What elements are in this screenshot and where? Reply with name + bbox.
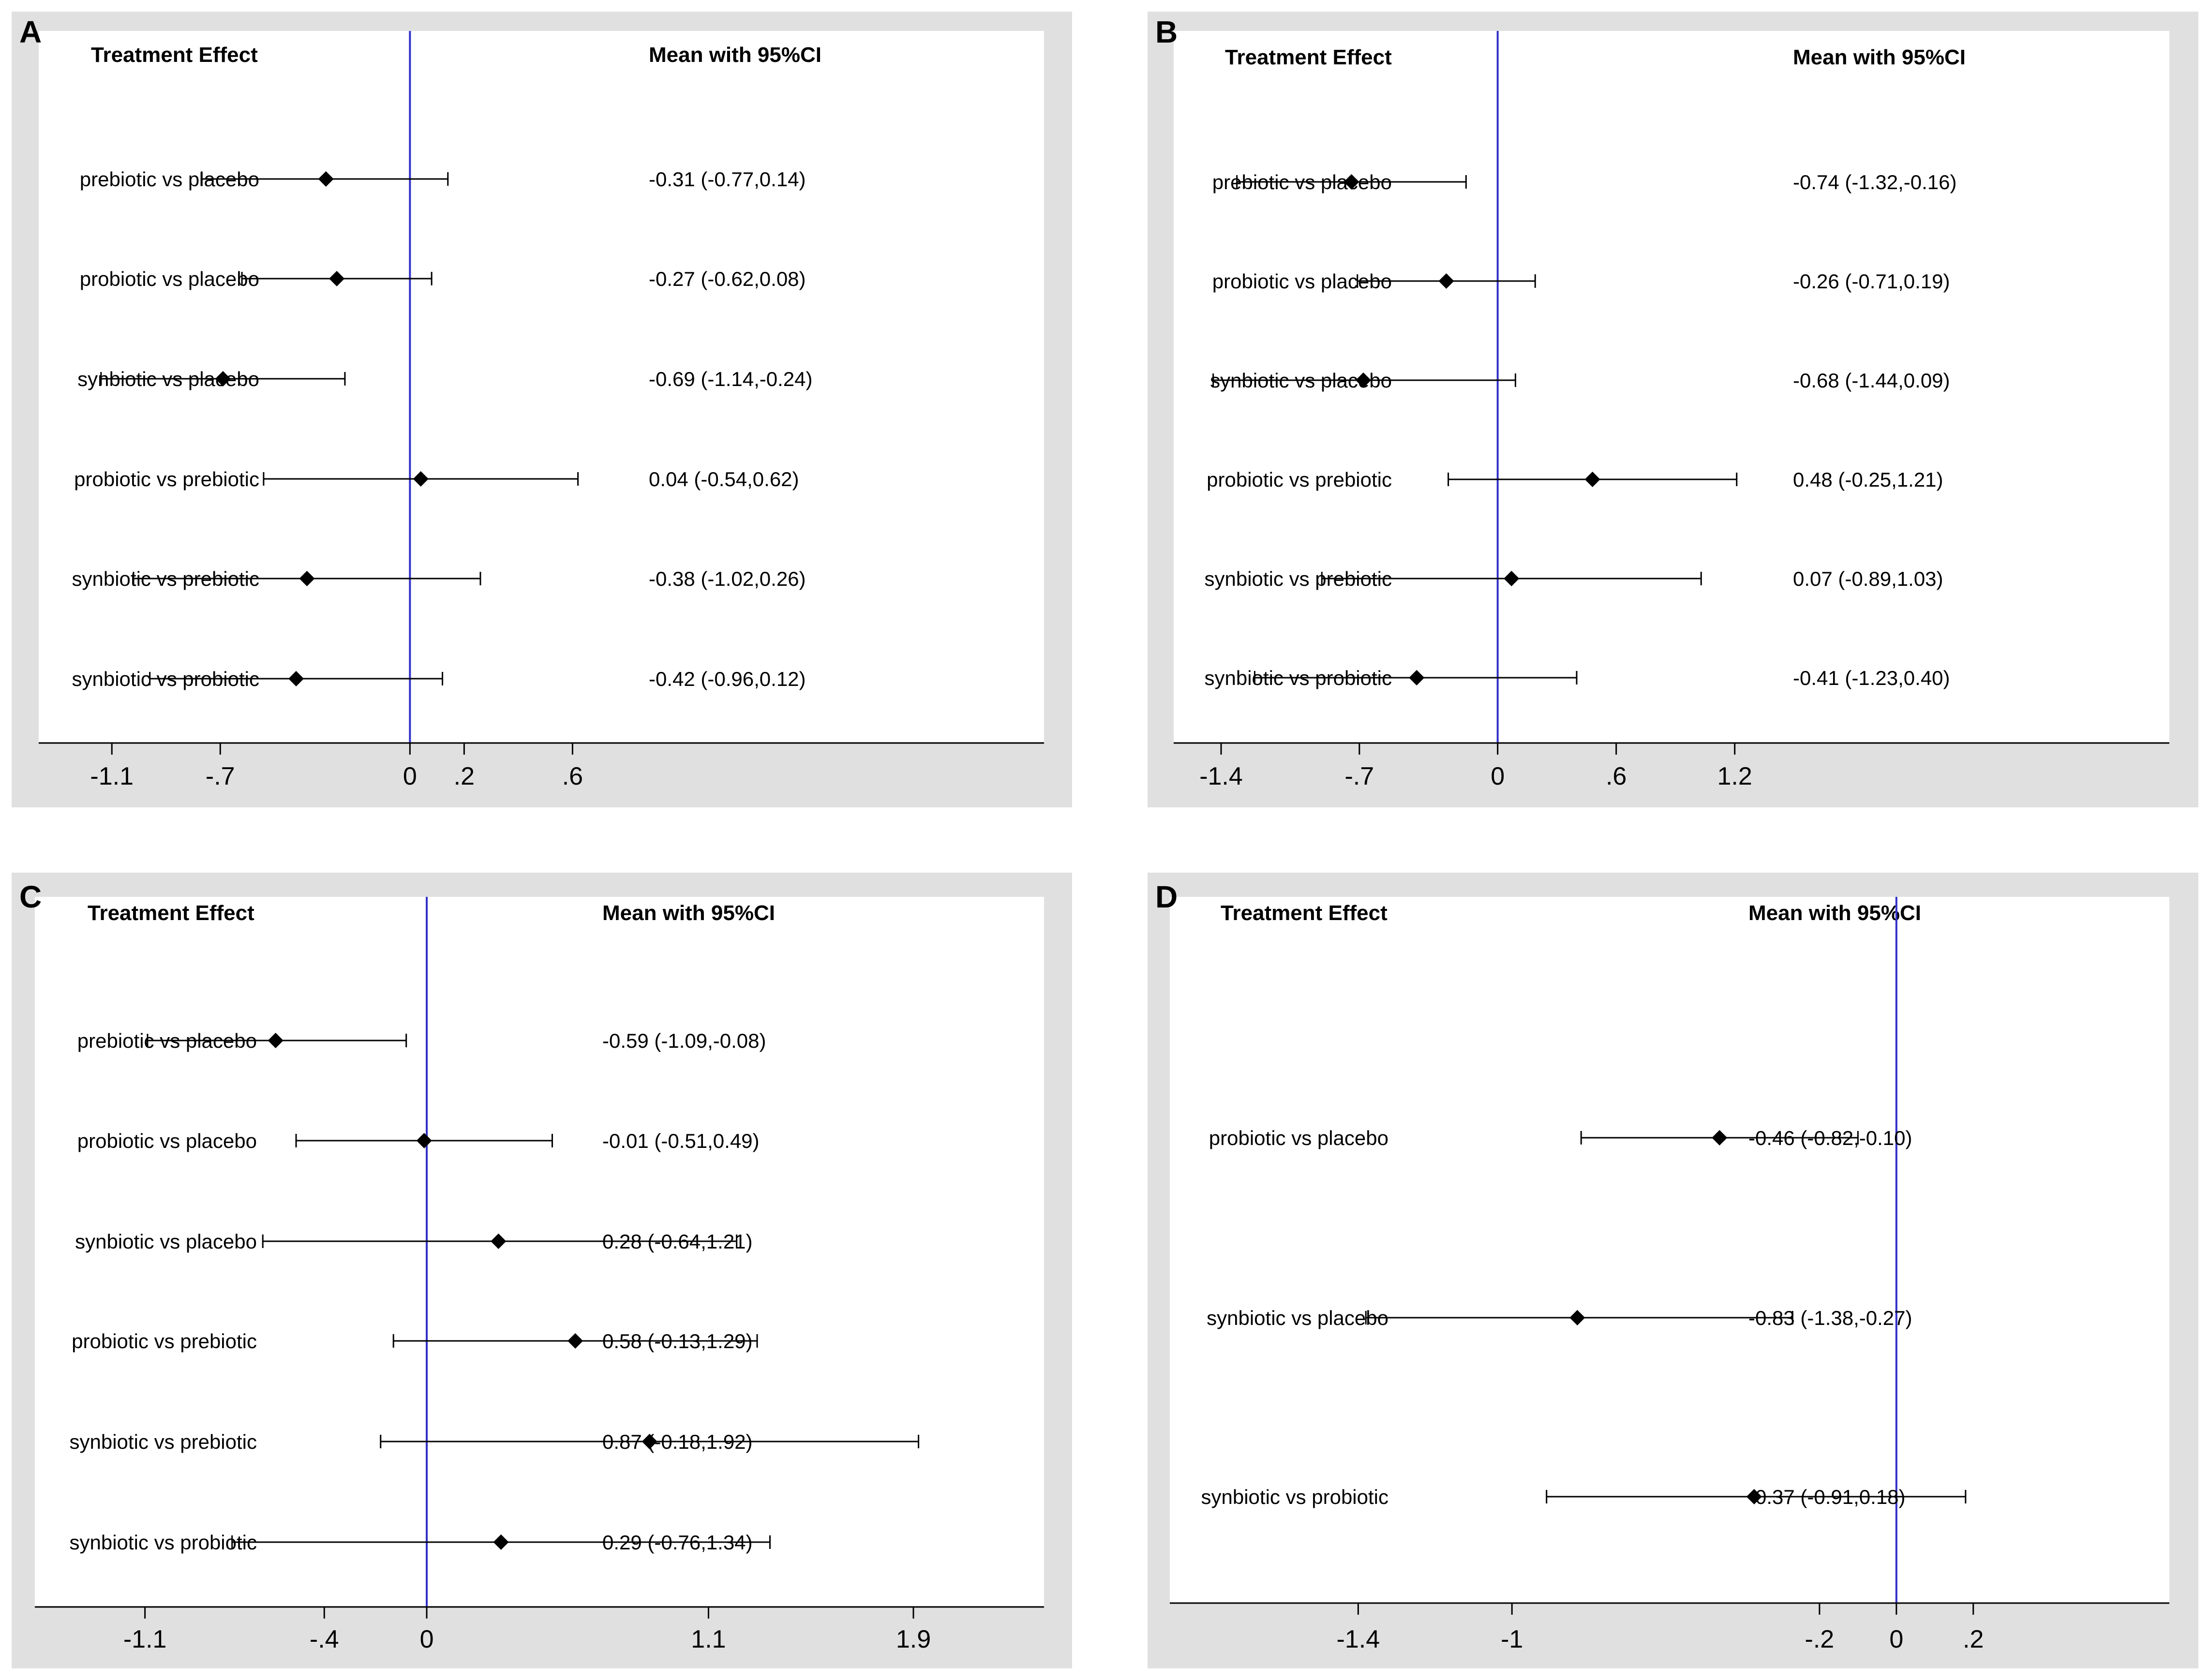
ci-value: -0.37 (-0.91,0.18)	[1748, 1486, 1906, 1508]
point-estimate-marker	[1438, 273, 1454, 289]
ci-value: 0.04 (-0.54,0.62)	[649, 468, 799, 491]
ci-value: -0.69 (-1.14,-0.24)	[649, 368, 813, 390]
panel-letter: B	[1155, 15, 1178, 49]
header-mean-ci: Mean with 95%CI	[1748, 901, 1921, 925]
row-label: synbiotic vs prebiotic	[70, 1430, 257, 1453]
point-estimate-marker	[299, 571, 315, 586]
x-tick-label: -1.1	[90, 762, 134, 790]
point-estimate-marker	[268, 1033, 284, 1048]
row-label: probiotic vs prebiotic	[1207, 468, 1392, 491]
row-label: probiotic vs placebo	[77, 1130, 257, 1152]
x-tick-label: -.7	[206, 762, 235, 790]
plot-area	[1174, 31, 2169, 742]
header-mean-ci: Mean with 95%CI	[602, 901, 775, 925]
plot-area	[39, 31, 1044, 742]
point-estimate-marker	[1504, 571, 1520, 586]
point-estimate-marker	[1409, 670, 1425, 685]
panel-c: C Treatment Effect Mean with 95%CI -1.1 -.4 0…	[12, 873, 1072, 1668]
ci-value: -0.41 (-1.23,0.40)	[1793, 667, 1950, 689]
ci-value: 0.58 (-0.13,1.29)	[602, 1330, 753, 1353]
ci-value: -0.83 (-1.38,-0.27)	[1748, 1307, 1912, 1329]
header-treatment-effect: Treatment Effect	[1221, 901, 1388, 925]
x-tick-label: 0	[1889, 1625, 1903, 1653]
ci-value: -0.27 (-0.62,0.08)	[649, 268, 806, 290]
panel-a: A Treatment Effect Mean with 95%CI -1.1 -.7 0…	[12, 12, 1072, 807]
point-estimate-marker	[288, 671, 304, 686]
point-estimate-marker	[416, 1133, 432, 1148]
panel-letter: A	[19, 15, 42, 49]
ci-value: -0.31 (-0.77,0.14)	[649, 168, 806, 191]
row-label: probiotic vs prebiotic	[74, 468, 259, 491]
header-mean-ci: Mean with 95%CI	[1793, 45, 1966, 69]
x-tick-label: .2	[454, 762, 475, 790]
point-estimate-marker	[1746, 1489, 1762, 1504]
ci-value: -0.46 (-0.82,-0.10)	[1748, 1127, 1912, 1149]
ci-value: 0.28 (-0.64,1.21)	[602, 1230, 753, 1253]
panel-b: B Treatment Effect Mean with 95%CI -1.4 -.7 0…	[1148, 12, 2198, 807]
point-estimate-marker	[1343, 174, 1359, 190]
point-estimate-marker	[1712, 1130, 1728, 1145]
header-treatment-effect: Treatment Effect	[88, 901, 254, 925]
ci-value: 0.07 (-0.89,1.03)	[1793, 567, 1943, 590]
point-estimate-marker	[215, 371, 231, 387]
ci-value: -0.59 (-1.09,-0.08)	[602, 1029, 766, 1052]
point-estimate-marker	[1356, 372, 1371, 388]
ci-value: -0.74 (-1.32,-0.16)	[1793, 171, 1957, 193]
header-treatment-effect: Treatment Effect	[1225, 45, 1392, 69]
x-tick-label: -.7	[1344, 762, 1374, 790]
header-treatment-effect: Treatment Effect	[91, 43, 258, 67]
ci-value: -0.42 (-0.96,0.12)	[649, 668, 806, 690]
ci-value: -0.38 (-1.02,0.26)	[649, 567, 806, 590]
panel-letter: C	[19, 879, 42, 914]
point-estimate-marker	[642, 1434, 657, 1449]
header-mean-ci: Mean with 95%CI	[649, 43, 821, 67]
row-label: probiotic vs placebo	[1209, 1127, 1388, 1149]
ci-value: 0.29 (-0.76,1.34)	[602, 1531, 753, 1554]
ci-value: -0.01 (-0.51,0.49)	[602, 1130, 760, 1152]
row-label: synbiotic vs placebo	[75, 1230, 257, 1253]
row-label: synbiotic vs probiotic	[70, 1531, 257, 1554]
point-estimate-marker	[491, 1234, 507, 1249]
x-tick-label: .6	[562, 762, 583, 790]
point-estimate-marker	[318, 171, 334, 187]
x-tick-label: 1.2	[1717, 762, 1752, 790]
x-tick-label: -1.1	[123, 1625, 167, 1653]
x-tick-label: -.2	[1805, 1625, 1835, 1653]
panel-letter: D	[1155, 879, 1178, 914]
plot-area	[1170, 897, 2169, 1603]
x-tick-label: .2	[1963, 1625, 1984, 1653]
x-tick-label: 0	[420, 1625, 434, 1653]
x-tick-label: 1.9	[896, 1625, 931, 1653]
row-label: synbiotic vs placebo	[1207, 1307, 1388, 1329]
point-estimate-marker	[1569, 1310, 1585, 1325]
point-estimate-marker	[413, 471, 429, 487]
row-label: synbiotic vs probiotic	[1201, 1486, 1389, 1508]
plot-area	[35, 897, 1044, 1606]
ci-value: -0.68 (-1.44,0.09)	[1793, 369, 1950, 392]
panel-d: D Treatment Effect Mean with 95%CI -1.4 -1 -.…	[1148, 873, 2198, 1668]
point-estimate-marker	[1584, 472, 1600, 487]
x-tick-label: 0	[403, 762, 417, 790]
point-estimate-marker	[567, 1333, 583, 1349]
row-label: probiotic vs placebo	[80, 268, 259, 290]
ci-value: -0.26 (-0.71,0.19)	[1793, 270, 1950, 293]
x-tick-label: 1.1	[691, 1625, 726, 1653]
point-estimate-marker	[493, 1534, 509, 1550]
x-tick-label: -1.4	[1337, 1625, 1380, 1653]
point-estimate-marker	[329, 271, 345, 286]
ci-value: 0.87 (-0.18,1.92)	[602, 1430, 753, 1453]
x-tick-label: -.4	[310, 1625, 339, 1653]
x-tick-label: -1.4	[1199, 762, 1243, 790]
x-tick-label: -1	[1501, 1625, 1523, 1653]
row-label: probiotic vs prebiotic	[72, 1330, 257, 1353]
x-tick-label: .6	[1606, 762, 1627, 790]
ci-value: 0.48 (-0.25,1.21)	[1793, 468, 1943, 491]
x-tick-label: 0	[1491, 762, 1505, 790]
